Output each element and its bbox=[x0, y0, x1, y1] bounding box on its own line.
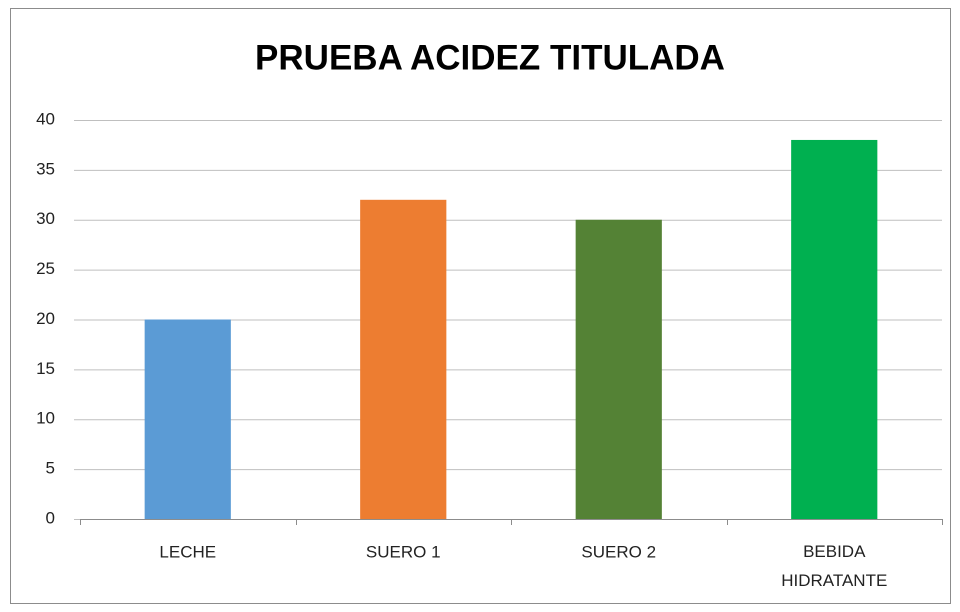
y-tick-label: 10 bbox=[36, 409, 55, 428]
x-tick-label: SUERO 2 bbox=[581, 542, 656, 561]
chart-title: PRUEBA ACIDEZ TITULADA bbox=[255, 38, 725, 77]
y-tick-label: 15 bbox=[36, 359, 55, 378]
y-tick-label: 5 bbox=[46, 459, 55, 478]
y-tick-label: 35 bbox=[36, 159, 55, 178]
x-tick-label: LECHE bbox=[159, 542, 216, 561]
x-tick-label: BEBIDA HIDRATANTE bbox=[781, 542, 887, 590]
y-tick-label: 25 bbox=[36, 259, 55, 278]
bar bbox=[360, 199, 447, 520]
x-tick-label: SUERO 1 bbox=[366, 542, 441, 561]
bar bbox=[575, 219, 662, 519]
bar bbox=[144, 319, 231, 519]
y-tick-label: 0 bbox=[46, 508, 55, 527]
y-tick-label: 40 bbox=[36, 109, 55, 128]
y-tick-label: 20 bbox=[36, 309, 55, 328]
bar bbox=[791, 139, 878, 519]
y-tick-label: 30 bbox=[36, 209, 55, 228]
